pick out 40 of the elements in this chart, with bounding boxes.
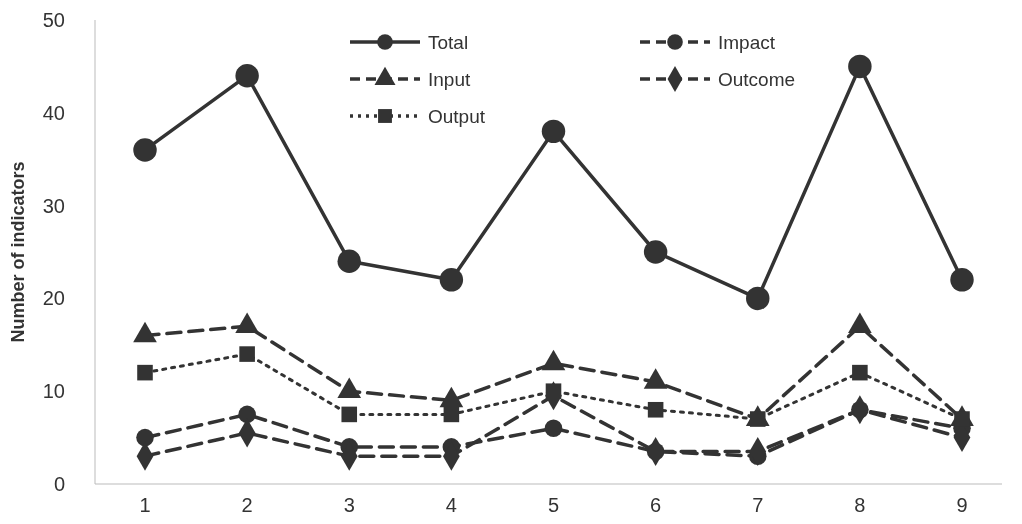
x-tick-label: 5 — [547, 494, 560, 516]
x-tick-label: 2 — [241, 494, 253, 516]
point — [337, 249, 361, 273]
x-tick-label: 7 — [752, 494, 764, 516]
point — [545, 383, 562, 399]
x-tick-label: 3 — [343, 494, 355, 516]
point — [133, 138, 157, 162]
point — [235, 63, 259, 88]
y-tick-label: 20 — [42, 287, 65, 310]
point — [541, 119, 566, 144]
x-tick-label: 9 — [956, 494, 968, 516]
x-tick-label: 1 — [139, 494, 151, 516]
point — [643, 240, 668, 264]
point — [136, 428, 154, 447]
point — [137, 364, 153, 381]
legend-label: Output — [428, 105, 486, 127]
y-tick-label: 40 — [42, 101, 65, 124]
point — [852, 364, 868, 381]
legend-label: Impact — [718, 31, 776, 53]
point — [647, 401, 664, 418]
point — [341, 406, 358, 423]
x-tick-label: 4 — [445, 494, 457, 516]
legend-label: Total — [428, 31, 469, 53]
x-tick-label: 6 — [650, 494, 662, 516]
y-tick-label: 30 — [42, 194, 65, 217]
y-tick-label: 0 — [53, 473, 65, 495]
point — [439, 268, 464, 292]
x-tick-label: 8 — [854, 494, 866, 516]
point — [239, 346, 255, 362]
legend-label: Outcome — [718, 68, 796, 90]
point — [950, 268, 974, 292]
point — [848, 54, 872, 79]
point — [443, 406, 460, 423]
y-tick-label: 50 — [42, 9, 65, 31]
point — [238, 405, 256, 424]
y-tick-label: 10 — [42, 380, 65, 403]
point — [746, 286, 770, 311]
point — [544, 419, 563, 438]
legend-label: Input — [428, 68, 471, 90]
y-axis-title: Number of indicators — [8, 161, 28, 343]
